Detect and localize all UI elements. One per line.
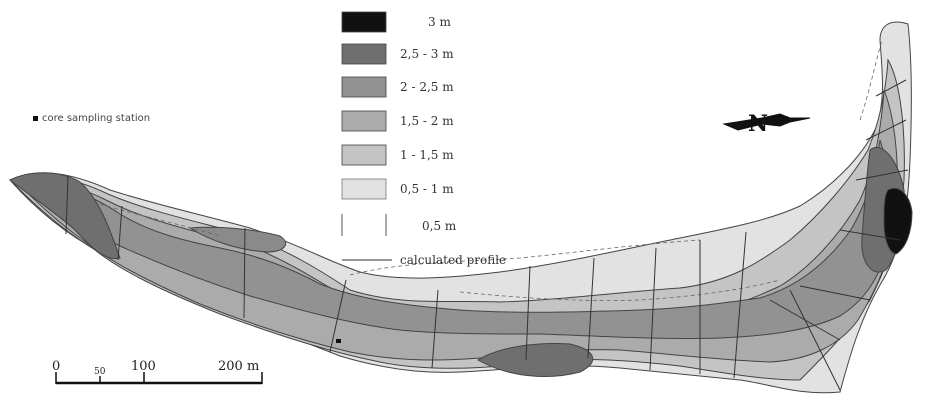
lake-body — [9, 21, 913, 394]
profile-line — [525, 265, 531, 361]
profile-line — [117, 205, 123, 261]
legend-label-0-5m: 0,5 m — [422, 219, 457, 233]
profile-line — [65, 175, 69, 235]
legend-item-2-2-5m: 2 - 2,5 m — [341, 76, 454, 98]
profile-line — [431, 289, 439, 369]
profile-line — [799, 285, 871, 301]
core-sampling-station-marker — [336, 339, 341, 343]
profile-line — [875, 79, 907, 97]
legend-label-1-1-5m: 1 - 1,5 m — [400, 148, 454, 162]
legend-item-1-5-2m: 1,5 - 2 m — [341, 110, 454, 132]
profile-line — [865, 119, 907, 141]
profile-line — [243, 227, 246, 319]
scale-label-200m: 200 m — [218, 359, 259, 374]
legend-label-3m: 3 m — [428, 15, 451, 29]
north-arrow-icon — [722, 113, 811, 131]
legend-item-0-5m: 0,5 m — [341, 214, 457, 236]
scale-label-50: 50 — [94, 367, 106, 377]
depth-contours — [99, 39, 883, 301]
legend-item-3m: 3 m — [341, 11, 451, 33]
station-legend-label: core sampling station — [42, 113, 150, 124]
profile-line — [649, 247, 657, 371]
calculated-profiles — [65, 79, 909, 391]
legend-label-1-5-2m: 1,5 - 2 m — [400, 114, 454, 128]
contour-line — [859, 39, 883, 121]
legend-label-calculated-profile: calculated profile — [400, 253, 506, 267]
zone-2-5-3m-west-2 — [188, 226, 287, 253]
contour-line — [459, 279, 781, 301]
scale-label-100: 100 — [131, 359, 156, 374]
profile-line — [329, 279, 347, 353]
profile-line — [855, 169, 909, 181]
profile-line — [789, 289, 841, 391]
north-arrow: N — [722, 111, 811, 137]
depth-legend: 3 m 2,5 - 3 m 2 - 2,5 m 1,5 - 2 m 1 - 1,… — [341, 11, 506, 267]
legend-label-2-5-3m: 2,5 - 3 m — [400, 47, 454, 61]
profile-line — [587, 257, 595, 359]
zone-2-5-3m-west — [9, 172, 121, 260]
legend-item-1-1-5m: 1 - 1,5 m — [341, 144, 454, 166]
legend-item-calculated-profile: calculated profile — [342, 253, 506, 267]
profile-line — [839, 229, 901, 241]
zone-3m-east — [883, 188, 913, 255]
zone-2-5-3m-south — [477, 343, 593, 377]
station-legend: core sampling station — [33, 113, 150, 124]
legend-item-0-5-1m: 0,5 - 1 m — [341, 178, 454, 200]
north-arrow-label: N — [748, 111, 768, 137]
profile-line — [733, 231, 747, 379]
legend-label-0-5-1m: 0,5 - 1 m — [400, 182, 454, 196]
legend-label-2-2-5m: 2 - 2,5 m — [400, 80, 454, 94]
scale-bar: 0 50 100 200 m — [52, 359, 263, 385]
station-legend-marker — [33, 116, 38, 121]
contour-line — [349, 239, 701, 276]
legend-item-2-5-3m: 2,5 - 3 m — [341, 43, 454, 65]
scale-label-0: 0 — [52, 359, 60, 374]
profile-line — [769, 299, 841, 341]
